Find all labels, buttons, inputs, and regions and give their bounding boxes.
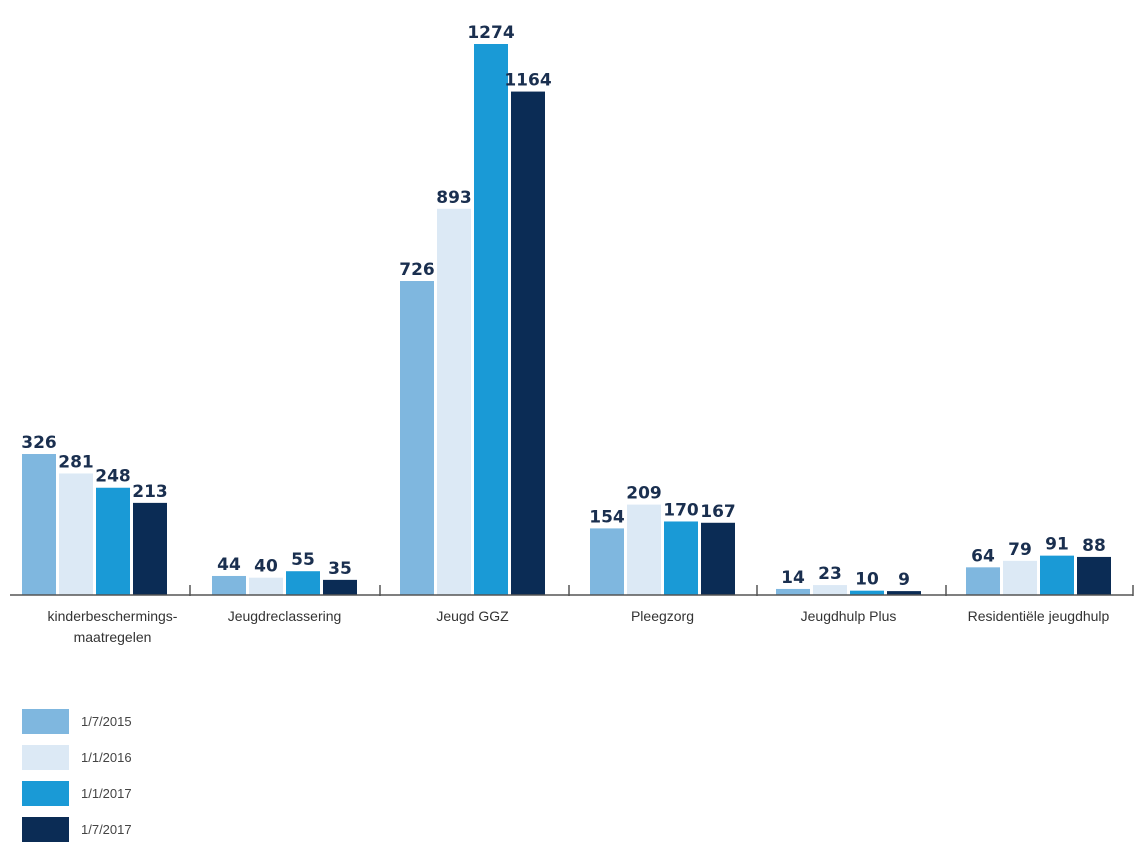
bar	[850, 590, 884, 595]
legend-item: 1/1/2016	[22, 739, 132, 775]
bar	[96, 487, 130, 595]
legend-item: 1/7/2015	[22, 703, 132, 739]
bar-value-label: 44	[217, 555, 241, 575]
bar	[511, 91, 545, 595]
bar-value-label: 1164	[504, 71, 551, 91]
legend-item: 1/1/2017	[22, 775, 132, 811]
category-label: Jeugdreclassering	[228, 608, 342, 624]
legend-swatch	[22, 744, 69, 770]
bar-value-label: 154	[589, 507, 625, 527]
bar-value-label: 64	[971, 546, 995, 566]
bar	[249, 577, 283, 595]
category-label: Pleegzorg	[631, 608, 694, 624]
legend-label: 1/7/2015	[81, 713, 132, 729]
category-label: Jeugdhulp Plus	[801, 608, 897, 624]
bar-value-label: 1274	[467, 23, 514, 43]
bar-value-label: 40	[254, 557, 278, 577]
bar	[1040, 555, 1074, 595]
bar	[133, 502, 167, 595]
bar	[437, 208, 471, 595]
bar-value-label: 91	[1045, 535, 1069, 555]
bar	[701, 522, 735, 595]
bar	[590, 528, 624, 595]
category-label: Jeugd GGZ	[436, 608, 509, 624]
legend-label: 1/1/2017	[81, 785, 132, 801]
bar	[59, 473, 93, 595]
category-labels-group: kinderbeschermings-maatregelen Jeugdrecla…	[48, 608, 1110, 645]
bar-value-label: 10	[855, 570, 879, 590]
bar-value-label: 167	[700, 502, 736, 522]
bar	[1003, 560, 1037, 595]
bar-value-label: 170	[663, 500, 699, 520]
legend-swatch	[22, 708, 69, 734]
bar-value-label: 35	[328, 559, 352, 579]
bar	[212, 575, 246, 595]
bar	[474, 44, 508, 595]
bar-value-label: 79	[1008, 540, 1032, 560]
x-axis-ticks	[189, 585, 1134, 596]
bar-value-label: 23	[818, 564, 842, 584]
bar-value-label: 726	[399, 260, 435, 280]
bar-value-label: 213	[132, 482, 168, 502]
bar-value-label: 281	[58, 452, 94, 472]
bar	[887, 591, 921, 595]
legend: 1/7/2015 1/1/2016 1/1/2017 1/7/2017	[22, 703, 132, 847]
bar-value-label: 88	[1082, 536, 1106, 556]
bar-value-label: 9	[898, 570, 910, 590]
legend-label: 1/7/2017	[81, 821, 132, 837]
bar-value-label: 326	[21, 433, 57, 453]
category-label: kinderbeschermings-maatregelen	[48, 608, 178, 645]
bar-value-label: 893	[436, 188, 472, 208]
bar	[664, 521, 698, 595]
bar	[323, 579, 357, 595]
bar-value-label: 248	[95, 467, 131, 487]
legend-item: 1/7/2017	[22, 811, 132, 847]
bars-group	[22, 44, 1111, 595]
legend-swatch	[22, 780, 69, 806]
bar	[776, 588, 810, 595]
bar	[400, 281, 434, 595]
bar	[966, 567, 1000, 595]
bar-value-label: 209	[626, 484, 662, 504]
legend-swatch	[22, 816, 69, 842]
bar	[286, 571, 320, 595]
bar	[627, 504, 661, 595]
bar	[813, 585, 847, 595]
bar-value-label: 55	[291, 550, 315, 570]
bar	[1077, 556, 1111, 595]
category-label: Residentiële jeugdhulp	[968, 608, 1110, 624]
legend-label: 1/1/2016	[81, 749, 132, 765]
bar	[22, 454, 56, 595]
bar-value-label: 14	[781, 568, 805, 588]
